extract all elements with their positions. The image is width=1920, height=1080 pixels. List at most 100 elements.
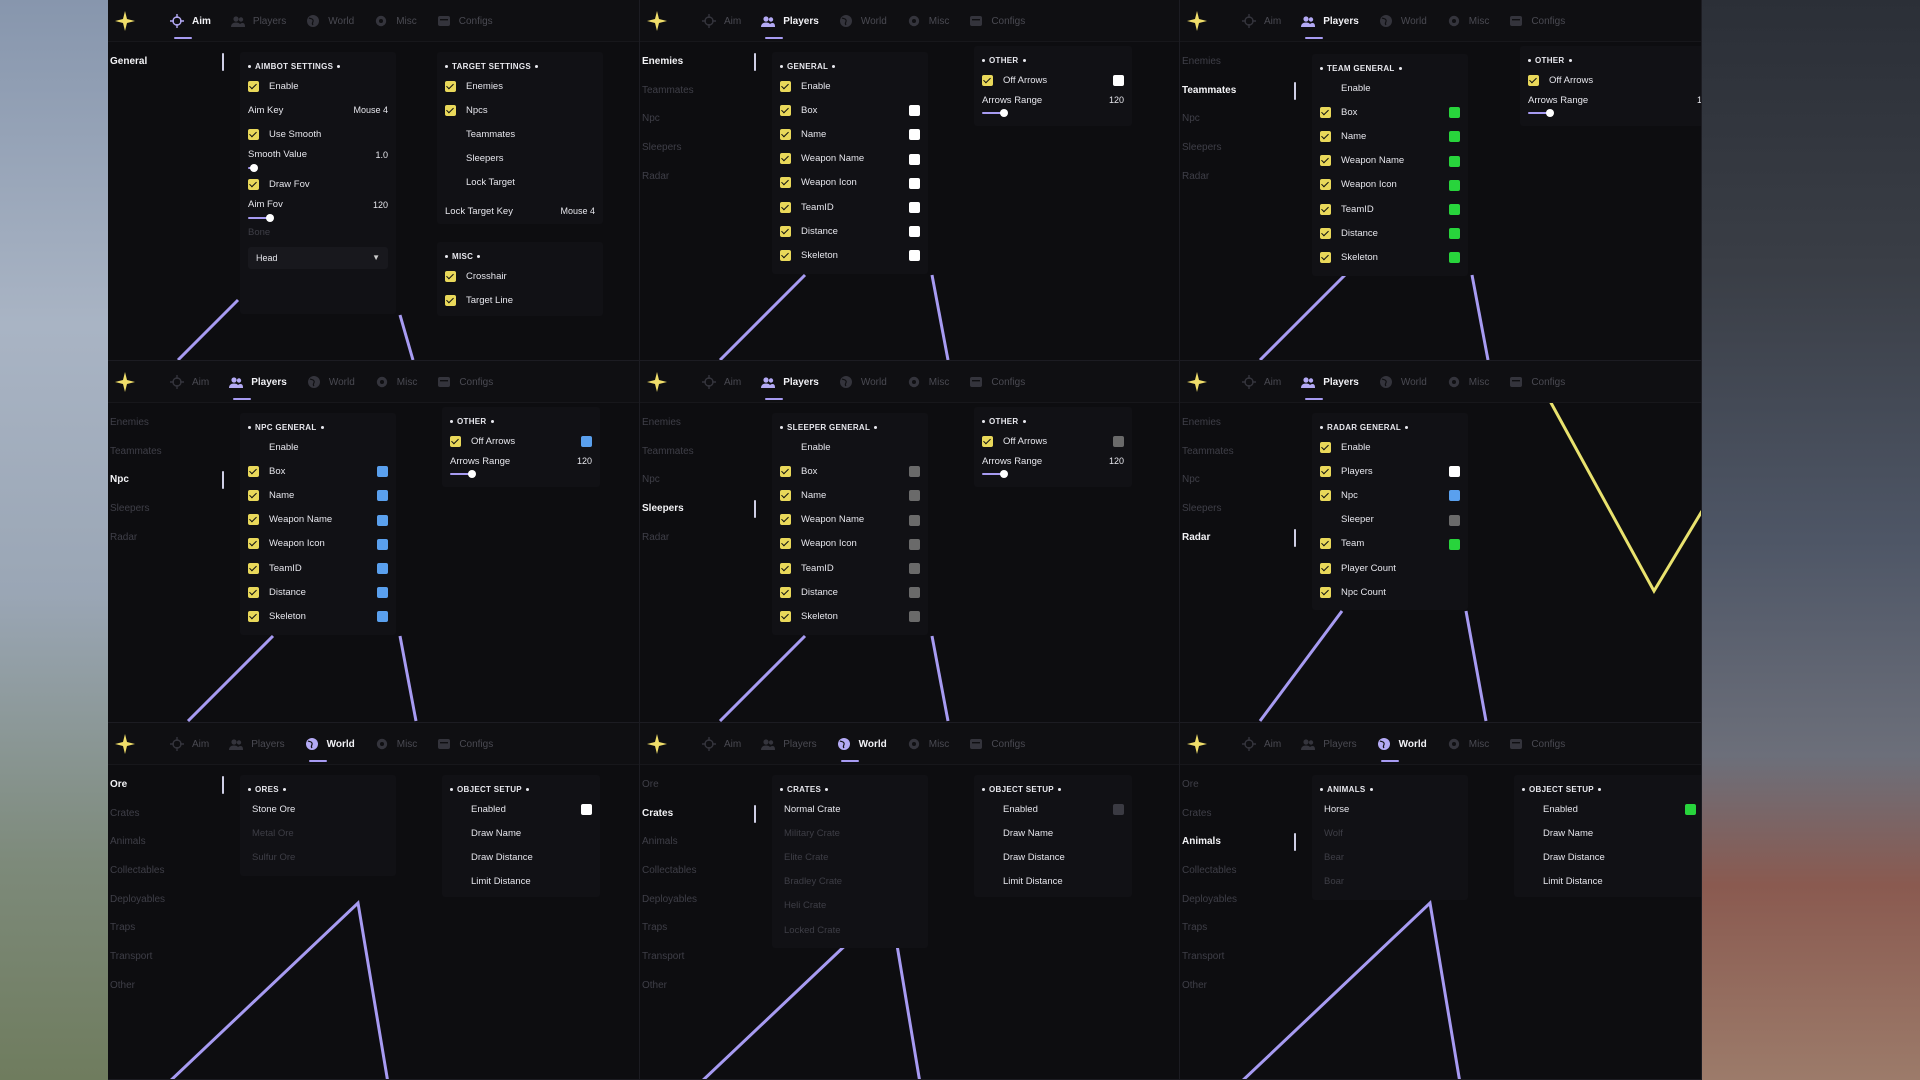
color-swatch[interactable]	[909, 514, 920, 526]
arrows-range-slider[interactable]	[1528, 108, 1668, 118]
sidebar-item-animals[interactable]: Animals	[1182, 836, 1221, 848]
esp-checkbox[interactable]	[780, 80, 791, 92]
tab-players[interactable]: Players	[1291, 723, 1366, 765]
color-swatch[interactable]	[909, 153, 920, 165]
sidebar-item-other[interactable]: Other	[110, 979, 136, 991]
sidebar-item-npc[interactable]: Npc	[642, 474, 660, 486]
sidebar-item-sleepers[interactable]: Sleepers	[1182, 503, 1222, 515]
esp-checkbox[interactable]	[780, 465, 791, 477]
tab-misc[interactable]: Misc	[365, 361, 428, 403]
off-arrows-checkbox[interactable]	[982, 74, 993, 86]
color-swatch[interactable]	[377, 514, 388, 526]
sidebar-item-enemies[interactable]: Enemies	[1182, 56, 1221, 67]
esp-checkbox[interactable]	[1320, 586, 1331, 598]
slider-knob[interactable]	[1000, 109, 1009, 118]
tab-configs[interactable]: Configs	[427, 361, 503, 403]
color-swatch[interactable]	[909, 611, 920, 623]
sidebar-item-collectables[interactable]: Collectables	[110, 865, 165, 877]
slider-knob[interactable]	[1000, 470, 1009, 479]
aim-fov-slider[interactable]	[248, 213, 388, 223]
color-swatch[interactable]	[909, 466, 920, 478]
esp-checkbox[interactable]	[780, 104, 791, 116]
esp-checkbox[interactable]	[1320, 106, 1331, 118]
draw-fov-checkbox[interactable]	[248, 179, 259, 191]
color-swatch[interactable]	[1449, 155, 1460, 167]
sidebar-item-radar[interactable]: Radar	[642, 531, 670, 543]
sidebar-item-traps[interactable]: Traps	[642, 922, 668, 934]
object-list-item[interactable]: Bear	[1320, 845, 1460, 869]
color-swatch[interactable]	[1449, 203, 1460, 215]
esp-checkbox[interactable]	[1320, 465, 1331, 477]
sidebar-item-npc[interactable]: Npc	[1182, 474, 1200, 486]
smooth-value-slider[interactable]	[248, 163, 388, 173]
sidebar-item-animals[interactable]: Animals	[642, 836, 678, 848]
enabled-color-swatch[interactable]	[1113, 804, 1124, 815]
esp-checkbox[interactable]	[780, 586, 791, 598]
tab-configs[interactable]: Configs	[959, 361, 1035, 403]
color-swatch[interactable]	[1449, 179, 1460, 191]
object-list-item[interactable]: Metal Ore	[248, 821, 388, 845]
color-swatch[interactable]	[377, 562, 388, 574]
sidebar-item-enemies[interactable]: Enemies	[642, 417, 681, 428]
esp-checkbox[interactable]	[1320, 203, 1331, 215]
color-swatch[interactable]	[377, 611, 388, 623]
tab-configs[interactable]: Configs	[427, 723, 503, 765]
esp-checkbox[interactable]	[1320, 538, 1331, 550]
color-swatch[interactable]	[909, 538, 920, 550]
sidebar-item-other[interactable]: Other	[642, 979, 668, 991]
tab-aim[interactable]: Aim	[1232, 723, 1291, 765]
tab-aim[interactable]: Aim	[692, 723, 751, 765]
color-swatch[interactable]	[1449, 252, 1460, 264]
object-list-item[interactable]: Elite Crate	[780, 845, 920, 869]
tab-aim[interactable]: Aim	[1232, 0, 1291, 42]
tab-configs[interactable]: Configs	[959, 0, 1035, 42]
target-checkbox[interactable]	[445, 80, 456, 92]
off-arrows-checkbox[interactable]	[1528, 74, 1539, 86]
tab-players[interactable]: Players	[219, 723, 294, 765]
color-swatch[interactable]	[909, 250, 920, 262]
tab-misc[interactable]: Misc	[365, 723, 428, 765]
sidebar-item-collectables[interactable]: Collectables	[642, 865, 697, 877]
slider-knob[interactable]	[266, 213, 275, 222]
sidebar-item-transport[interactable]: Transport	[110, 951, 153, 963]
arrows-range-slider[interactable]	[982, 469, 1122, 479]
tab-misc[interactable]: Misc	[1437, 361, 1500, 403]
tab-players[interactable]: Players	[1291, 361, 1369, 403]
sidebar-item-deployables[interactable]: Deployables	[642, 893, 698, 905]
enabled-color-swatch[interactable]	[1685, 804, 1696, 815]
tab-configs[interactable]: Configs	[1499, 0, 1575, 42]
slider-knob[interactable]	[1546, 109, 1555, 118]
sidebar-item-npc[interactable]: Npc	[1182, 113, 1200, 125]
off-arrows-color-swatch[interactable]	[1701, 75, 1702, 86]
off-arrows-color-swatch[interactable]	[581, 436, 592, 447]
tab-players[interactable]: Players	[221, 0, 296, 42]
sidebar-item-collectables[interactable]: Collectables	[1182, 865, 1237, 877]
sidebar-item-enemies[interactable]: Enemies	[110, 417, 149, 428]
object-list-item[interactable]: Bradley Crate	[780, 870, 920, 894]
esp-checkbox[interactable]	[248, 610, 259, 622]
esp-checkbox[interactable]	[780, 562, 791, 574]
color-swatch[interactable]	[377, 490, 388, 502]
sidebar-item-enemies[interactable]: Enemies	[1182, 417, 1221, 428]
esp-checkbox[interactable]	[780, 514, 791, 526]
sidebar-item-teammates[interactable]: Teammates	[110, 445, 162, 457]
off-arrows-color-swatch[interactable]	[1113, 75, 1124, 86]
color-swatch[interactable]	[1449, 131, 1460, 143]
tab-players[interactable]: Players	[751, 723, 826, 765]
esp-checkbox[interactable]	[248, 538, 259, 550]
object-list-item[interactable]: Stone Ore	[248, 797, 388, 821]
sidebar-item-crates[interactable]: Crates	[1182, 807, 1212, 819]
lock-target-key-value[interactable]: Mouse 4	[560, 206, 595, 217]
sidebar-item-deployables[interactable]: Deployables	[110, 893, 166, 905]
sidebar-item-transport[interactable]: Transport	[642, 951, 685, 963]
color-swatch[interactable]	[909, 490, 920, 502]
esp-checkbox[interactable]	[1320, 489, 1331, 501]
sidebar-item-animals[interactable]: Animals	[110, 836, 146, 848]
color-swatch[interactable]	[1449, 538, 1460, 550]
off-arrows-color-swatch[interactable]	[1113, 436, 1124, 447]
tab-aim[interactable]: Aim	[692, 361, 751, 403]
esp-checkbox[interactable]	[780, 225, 791, 237]
tab-aim[interactable]: Aim	[692, 0, 751, 42]
misc-checkbox[interactable]	[445, 270, 456, 282]
color-swatch[interactable]	[909, 226, 920, 238]
